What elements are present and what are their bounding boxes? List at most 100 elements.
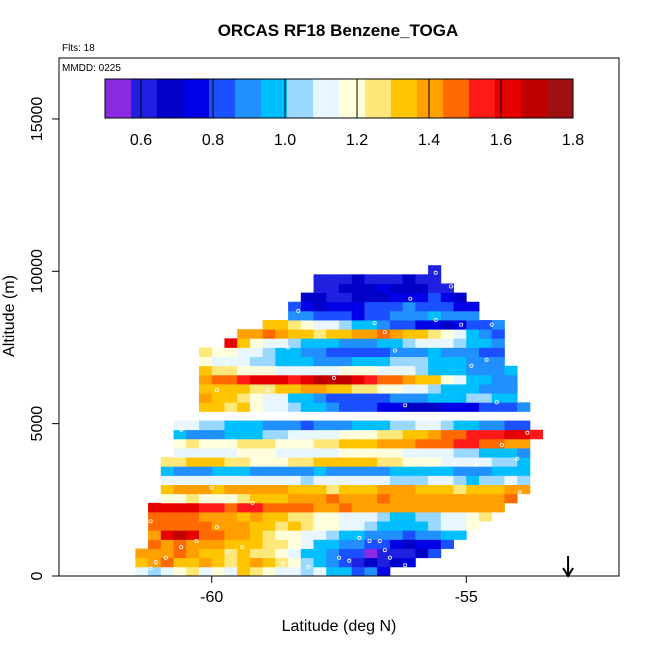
data-point [306, 564, 311, 569]
heatmap-cell [262, 466, 276, 476]
heatmap-cell [262, 320, 276, 330]
heatmap-cell [479, 420, 493, 431]
heatmap-cell [300, 329, 314, 339]
colorbar-segment [365, 79, 392, 118]
heatmap-cell [453, 448, 467, 458]
heatmap-cell [173, 466, 187, 476]
heatmap-cell [479, 429, 493, 440]
heatmap-cell [415, 548, 429, 559]
heatmap-cell [313, 283, 327, 294]
heatmap-cell [415, 365, 429, 376]
heatmap-cell [199, 374, 213, 385]
heatmap-cell [288, 512, 302, 522]
data-point [163, 555, 168, 560]
heatmap-cell [415, 402, 429, 412]
heatmap-cell [377, 301, 391, 312]
heatmap-cell [224, 466, 238, 476]
heatmap-cell [326, 530, 340, 540]
data-point [250, 500, 255, 505]
heatmap-cell [262, 356, 276, 367]
heatmap-cell [377, 448, 391, 458]
heatmap-cell [313, 320, 327, 330]
heatmap-cell [186, 420, 200, 431]
data-point [535, 404, 540, 409]
heatmap-cell [339, 320, 353, 330]
heatmap-cell [326, 347, 340, 358]
heatmap-cell [453, 466, 467, 476]
heatmap-cell [173, 420, 187, 431]
heatmap-cell [415, 457, 429, 467]
heatmap-cell [466, 502, 480, 513]
heatmap-cell [339, 420, 353, 431]
heatmap-cell [466, 448, 480, 458]
heatmap-cell [440, 484, 454, 495]
heatmap-cell [211, 374, 225, 385]
heatmap-cell [160, 457, 174, 467]
heatmap-cell [440, 457, 454, 467]
heatmap-cell [389, 274, 404, 284]
heatmap-cell [402, 429, 416, 440]
heatmap-cell [300, 402, 314, 412]
heatmap-cell [377, 393, 391, 403]
colorbar-segment [495, 79, 522, 118]
heatmap-cell [351, 502, 365, 513]
heatmap-cell [326, 448, 340, 458]
heatmap-cell [440, 384, 454, 394]
heatmap-cell [377, 420, 391, 431]
heatmap-cell [313, 274, 327, 284]
heatmap-cell [262, 521, 276, 531]
heatmap-cell [249, 338, 264, 348]
data-point [377, 539, 382, 544]
heatmap-cell [504, 493, 518, 504]
heatmap-cell [491, 374, 505, 385]
heatmap-cell [275, 548, 289, 559]
colorbar-segment [339, 79, 366, 118]
heatmap-cell [440, 475, 454, 485]
heatmap-cell [491, 475, 505, 485]
heatmap-cell [428, 457, 442, 467]
heatmap-cell [364, 402, 378, 412]
heatmap-cell [160, 557, 174, 568]
heatmap-cell [288, 320, 302, 330]
heatmap-cell [428, 521, 442, 531]
heatmap-cell [211, 356, 225, 367]
heatmap-cell [453, 512, 467, 522]
heatmap-cell [402, 448, 416, 458]
heatmap-cell [262, 420, 276, 431]
heatmap-cell [491, 457, 505, 467]
heatmap-cell [199, 393, 213, 403]
heatmap-cell [326, 548, 340, 559]
heatmap-cell [364, 530, 378, 540]
heatmap-cell [440, 292, 454, 303]
heatmap-cell [453, 502, 467, 513]
heatmap-cell [313, 566, 327, 577]
data-point [209, 485, 214, 490]
heatmap-cell [249, 512, 264, 522]
heatmap-cell [262, 484, 276, 495]
heatmap-cell [262, 374, 276, 385]
heatmap-cell [326, 484, 340, 495]
data-point [499, 442, 504, 447]
heatmap-cell [275, 566, 289, 577]
heatmap-cell [377, 548, 391, 559]
heatmap-cell [160, 484, 174, 495]
heatmap-cell [491, 402, 505, 412]
y-tick-label: 10000 [29, 249, 46, 294]
heatmap-cell [479, 502, 493, 513]
heatmap-cell [288, 338, 302, 348]
heatmap-cell [364, 393, 378, 403]
heatmap-cell [440, 502, 454, 513]
heatmap-cell [517, 448, 531, 458]
heatmap-cell [275, 530, 289, 540]
heatmap-cell [402, 548, 416, 559]
heatmap-cell [440, 347, 454, 358]
heatmap-cell [466, 356, 480, 367]
heatmap-cell [275, 484, 289, 495]
heatmap-cell [275, 347, 289, 358]
heatmap-cell [517, 484, 531, 495]
heatmap-cell [351, 521, 365, 531]
colorbar-tick-label: 1.8 [562, 132, 584, 149]
heatmap-cell [377, 283, 391, 294]
heatmap-cell [517, 438, 531, 449]
colorbar-segment [287, 79, 314, 118]
